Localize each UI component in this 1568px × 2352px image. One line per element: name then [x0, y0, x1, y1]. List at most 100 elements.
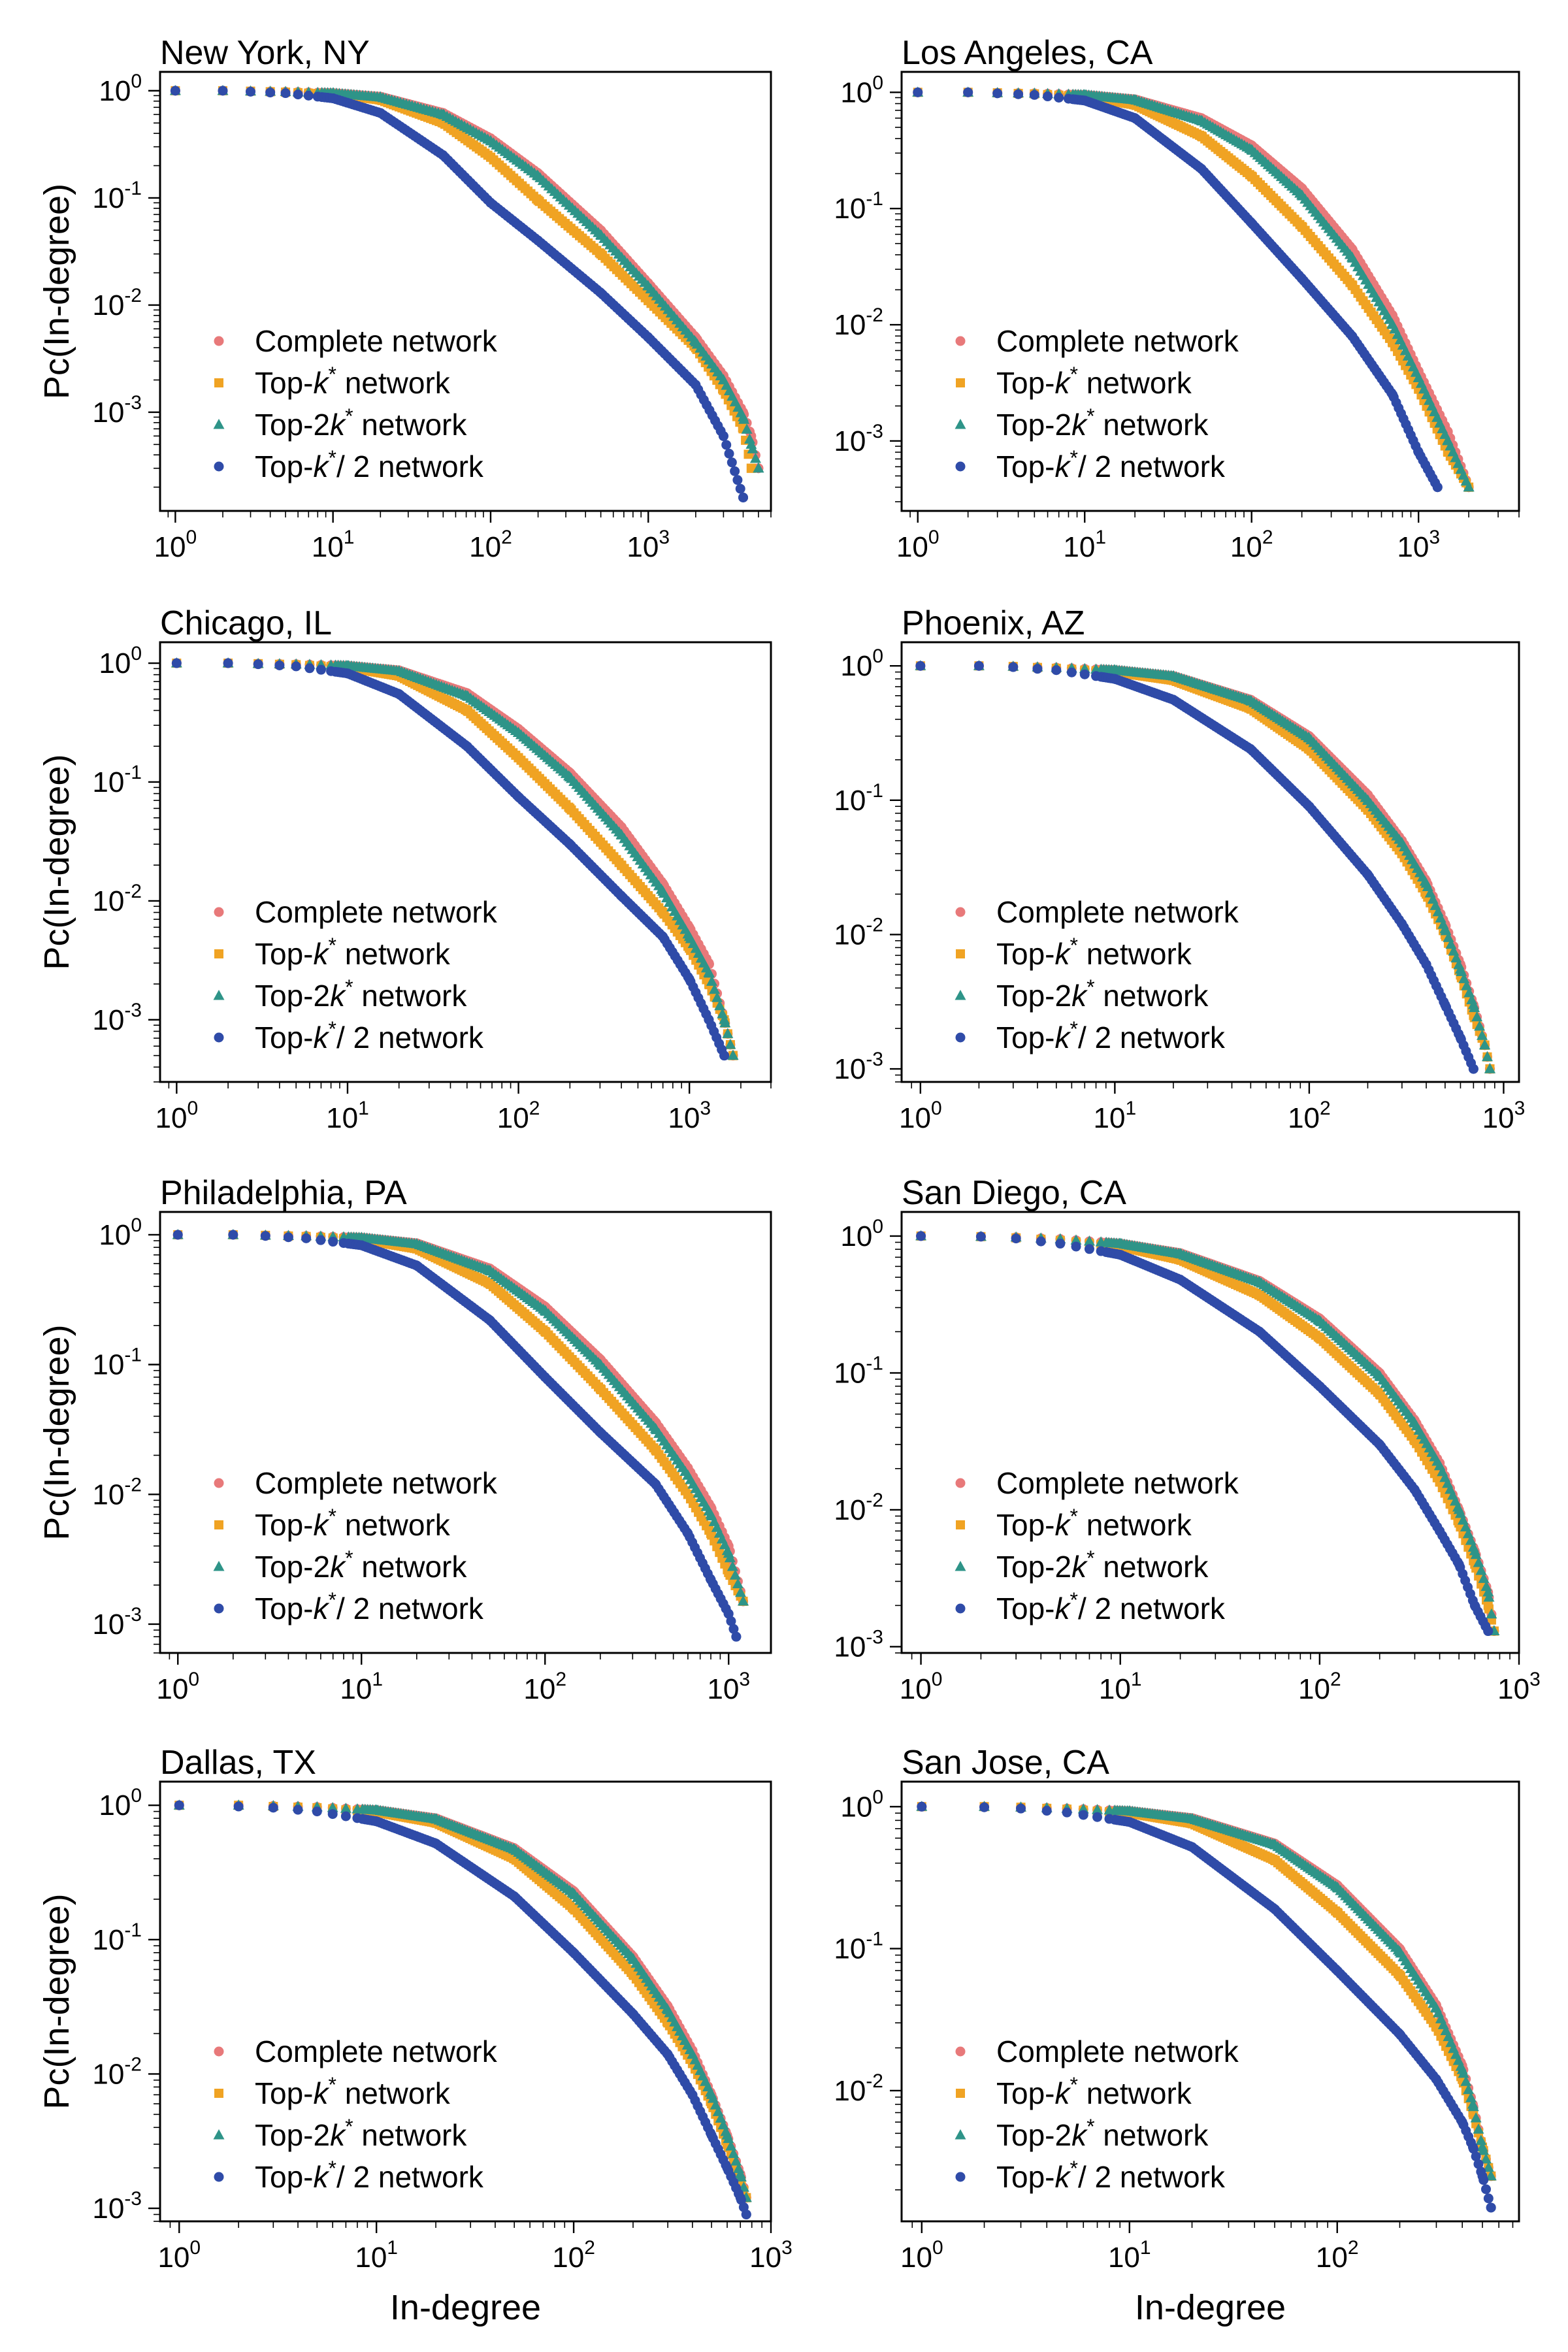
legend-item-top2k: Top-2k* network — [213, 404, 467, 442]
data-point — [565, 804, 575, 813]
data-point — [1245, 744, 1256, 755]
legend-item-complete: Complete network — [955, 324, 1239, 358]
legend-marker — [214, 949, 223, 958]
data-point — [1084, 1244, 1094, 1254]
legend-item-complete: Complete network — [214, 895, 498, 929]
data-point — [485, 197, 496, 208]
data-point — [218, 86, 228, 96]
data-point — [1115, 1237, 1126, 1249]
data-point — [719, 1013, 730, 1024]
legend-label: Top-2k* network — [255, 1546, 467, 1584]
tick-label: 103 — [668, 1098, 711, 1134]
data-point — [706, 1575, 716, 1585]
legend-label: Top-k* network — [996, 934, 1192, 971]
y-axis-label: Pc(In-degree) — [37, 1324, 76, 1540]
plot-frame — [900, 641, 1520, 1083]
legend-marker — [214, 907, 224, 917]
data-points — [915, 660, 1495, 1074]
data-point — [658, 932, 668, 942]
data-point — [915, 661, 926, 671]
tick-label: 10-1 — [92, 1345, 142, 1381]
tick-label: 10-3 — [92, 1604, 142, 1641]
legend-item-tophalf: Top-k*/ 2 network — [955, 446, 1226, 483]
data-point — [1413, 447, 1424, 457]
legend-marker — [955, 990, 966, 1000]
legend-item-top2k: Top-2k* network — [955, 975, 1209, 1013]
data-point — [1473, 1556, 1484, 1567]
chart-title: Phoenix, AZ — [902, 604, 1085, 642]
data-point — [703, 966, 715, 977]
data-point — [246, 86, 256, 97]
legend-label: Top-2k* network — [255, 404, 467, 442]
data-point — [683, 1490, 693, 1499]
data-point — [1254, 1276, 1266, 1287]
plot-frame — [900, 1211, 1520, 1654]
data-point — [723, 1547, 734, 1558]
series-tophalf — [170, 86, 749, 503]
y-axis-label: Pc(In-degree) — [37, 184, 76, 399]
data-point — [1454, 1559, 1464, 1569]
legend-label: Complete network — [996, 324, 1239, 358]
data-point — [617, 860, 627, 870]
series-tophalf — [916, 1231, 1494, 1637]
chart-title: Chicago, IL — [160, 604, 332, 642]
legend-item-top2k: Top-2k* network — [213, 975, 467, 1013]
tick-label: 10-2 — [834, 914, 883, 951]
data-point — [745, 438, 757, 449]
tick-label: 102 — [552, 2237, 595, 2274]
data-point — [1454, 963, 1466, 974]
chart-title: San Diego, CA — [902, 1174, 1126, 1212]
data-point — [462, 741, 472, 751]
data-point — [1115, 1250, 1126, 1260]
data-point — [658, 907, 668, 917]
series-top2k — [172, 1228, 749, 1606]
tick-label: 100 — [99, 643, 142, 679]
plot-frame — [900, 71, 1520, 512]
data-point — [1442, 434, 1454, 446]
data-point — [727, 1049, 739, 1060]
data-point — [704, 1015, 714, 1025]
data-point — [1247, 171, 1256, 181]
chart-title: Philadelphia, PA — [160, 1174, 407, 1212]
tick-label: 101 — [312, 527, 355, 563]
legend-item-tophalf: Top-k*/ 2 network — [214, 446, 484, 483]
data-point — [1362, 870, 1373, 880]
data-point — [223, 658, 233, 668]
data-point — [1245, 694, 1256, 706]
legend-label: Complete network — [255, 895, 498, 929]
tick-label: 102 — [469, 527, 512, 563]
legend-label: Complete network — [255, 1466, 498, 1500]
legend-item-topk: Top-k* network — [956, 363, 1192, 400]
data-point — [722, 1028, 734, 1038]
data-point — [1071, 1241, 1081, 1252]
data-point — [595, 1384, 605, 1394]
data-point — [682, 1469, 694, 1480]
data-points — [173, 1799, 752, 2219]
data-point — [1296, 189, 1308, 200]
data-point — [732, 475, 743, 485]
data-point — [1483, 1592, 1495, 1602]
data-point — [1409, 1484, 1420, 1495]
data-point — [1130, 113, 1140, 123]
legend-label: Top-k* network — [255, 934, 451, 971]
tick-label: 103 — [707, 1669, 750, 1705]
tick-label: 103 — [1482, 1098, 1526, 1134]
legend-item-tophalf: Top-k*/ 2 network — [955, 1588, 1226, 1625]
legend-marker — [214, 1603, 224, 1614]
data-point — [913, 87, 923, 97]
data-point — [734, 1586, 746, 1597]
data-point — [1036, 1236, 1046, 1247]
data-point — [1109, 664, 1120, 675]
data-point — [1478, 1573, 1490, 1583]
data-point — [714, 1000, 726, 1011]
data-point — [303, 90, 314, 101]
data-point — [718, 431, 728, 441]
legend-item-top2k: Top-2k* network — [955, 404, 1209, 442]
data-point — [274, 660, 285, 670]
legend-marker — [956, 949, 965, 958]
chart-title: Dallas, TX — [160, 1744, 316, 1782]
tick-label: 10-3 — [834, 1626, 883, 1663]
